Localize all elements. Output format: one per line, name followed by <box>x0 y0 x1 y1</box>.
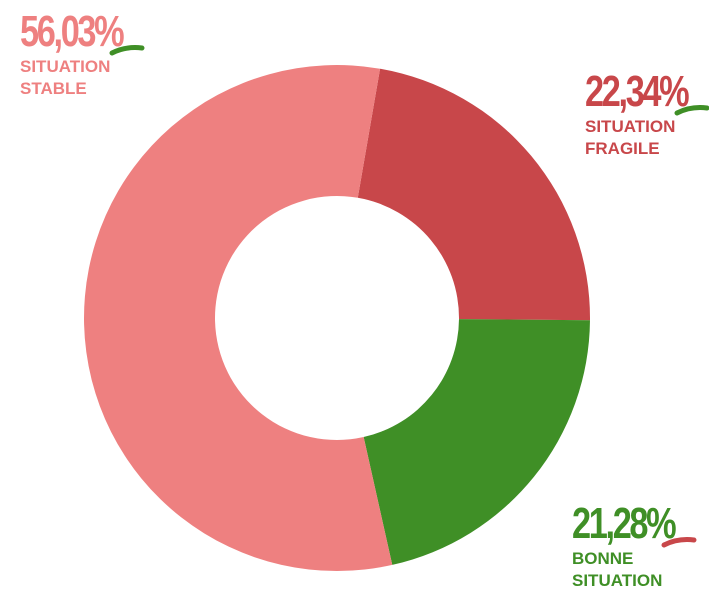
decoration <box>661 537 697 548</box>
label: 21,28% BONNE SITUATION <box>572 500 702 592</box>
segment <box>357 68 590 321</box>
category-label: BONNE SITUATION <box>572 549 663 590</box>
decoration <box>674 105 709 116</box>
value-label: 22,34% <box>585 67 690 116</box>
decoration <box>109 45 145 56</box>
category-label: SITUATION STABLE <box>20 57 111 98</box>
category-label: SITUATION FRAGILE <box>585 117 676 158</box>
value-label: 21,28% <box>572 499 677 548</box>
label: 56,03% SITUATION STABLE <box>20 8 150 100</box>
value-label: 56,03% <box>20 7 125 56</box>
label: 22,34% SITUATION FRAGILE <box>585 68 709 160</box>
segment <box>363 319 590 565</box>
segment <box>83 64 393 571</box>
